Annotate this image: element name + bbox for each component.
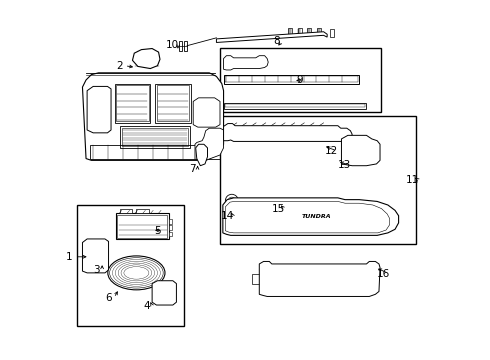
Text: TUNDRA: TUNDRA xyxy=(302,214,331,219)
Bar xyxy=(334,128,339,140)
Polygon shape xyxy=(82,239,109,273)
Bar xyxy=(326,128,331,140)
Text: 6: 6 xyxy=(105,293,112,303)
Bar xyxy=(224,76,358,82)
Bar xyxy=(241,62,245,66)
Bar xyxy=(227,198,236,208)
Bar xyxy=(231,128,237,140)
Bar xyxy=(287,128,292,140)
Polygon shape xyxy=(195,128,223,160)
Polygon shape xyxy=(152,281,176,305)
Text: 12: 12 xyxy=(325,146,338,156)
Text: 3: 3 xyxy=(94,265,100,275)
Circle shape xyxy=(225,194,238,207)
Bar xyxy=(157,85,189,121)
Ellipse shape xyxy=(110,258,163,288)
Bar xyxy=(341,268,349,292)
Bar xyxy=(228,62,232,66)
Bar xyxy=(318,128,323,140)
Bar xyxy=(261,266,375,293)
Text: 16: 16 xyxy=(377,269,390,279)
Bar xyxy=(220,48,381,112)
Bar xyxy=(289,268,298,292)
Bar xyxy=(136,209,148,213)
Bar xyxy=(179,41,182,51)
Polygon shape xyxy=(223,56,268,70)
Bar xyxy=(220,116,416,244)
Bar xyxy=(169,232,172,237)
Bar xyxy=(297,28,302,35)
Polygon shape xyxy=(223,198,398,235)
Bar xyxy=(279,128,284,140)
Bar xyxy=(270,128,276,140)
Bar xyxy=(276,268,285,292)
Bar xyxy=(328,268,337,292)
Bar xyxy=(354,268,362,292)
Bar xyxy=(294,128,300,140)
Circle shape xyxy=(228,197,235,204)
Polygon shape xyxy=(342,135,380,166)
Bar xyxy=(239,128,245,140)
Text: 14: 14 xyxy=(221,211,235,221)
Bar xyxy=(247,62,252,66)
Bar xyxy=(302,268,311,292)
Bar xyxy=(330,29,334,37)
Bar xyxy=(90,145,220,159)
Bar xyxy=(122,128,188,147)
Polygon shape xyxy=(223,123,352,141)
Bar xyxy=(120,126,190,148)
Bar xyxy=(77,205,184,327)
Bar xyxy=(155,84,191,123)
Text: 13: 13 xyxy=(338,160,351,170)
Text: 8: 8 xyxy=(273,36,280,46)
Polygon shape xyxy=(87,86,111,133)
Bar xyxy=(263,128,269,140)
Polygon shape xyxy=(217,32,327,42)
Polygon shape xyxy=(196,144,207,166)
Polygon shape xyxy=(132,49,160,68)
Polygon shape xyxy=(259,261,380,296)
Bar xyxy=(117,215,167,238)
Text: 11: 11 xyxy=(406,175,419,185)
Text: 2: 2 xyxy=(116,61,122,71)
Bar xyxy=(120,209,132,213)
Bar xyxy=(255,128,261,140)
Text: 1: 1 xyxy=(66,252,73,262)
Text: 15: 15 xyxy=(272,204,286,214)
Bar xyxy=(247,128,253,140)
Bar xyxy=(224,104,366,108)
Bar xyxy=(115,84,150,123)
Bar xyxy=(302,128,308,140)
Bar xyxy=(343,141,375,163)
Bar xyxy=(264,268,272,292)
Polygon shape xyxy=(82,73,223,160)
Bar xyxy=(184,41,187,51)
Bar xyxy=(252,274,260,284)
Bar xyxy=(235,62,239,66)
Bar xyxy=(310,128,316,140)
Text: 9: 9 xyxy=(296,75,303,85)
Polygon shape xyxy=(193,98,220,127)
Bar xyxy=(117,85,148,121)
Bar xyxy=(223,103,367,109)
Ellipse shape xyxy=(108,256,165,290)
Text: 5: 5 xyxy=(154,226,161,236)
Bar xyxy=(223,75,359,84)
Bar xyxy=(307,28,312,35)
Bar xyxy=(116,213,169,239)
Text: 10: 10 xyxy=(166,40,179,50)
Text: 4: 4 xyxy=(144,301,150,311)
Text: 7: 7 xyxy=(189,164,196,174)
Bar xyxy=(315,268,323,292)
Bar xyxy=(288,28,292,35)
Bar xyxy=(317,28,321,35)
Bar xyxy=(169,225,172,230)
Bar xyxy=(169,219,172,224)
